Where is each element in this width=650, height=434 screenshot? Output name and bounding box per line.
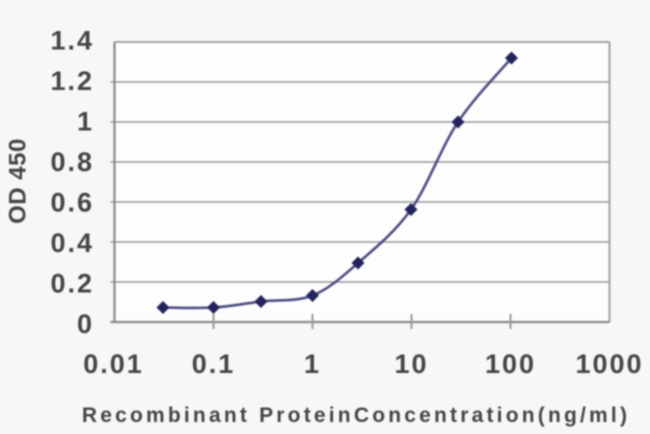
svg-text:0.8: 0.8	[50, 147, 94, 177]
svg-text:10: 10	[394, 349, 428, 379]
svg-text:1: 1	[304, 349, 321, 379]
svg-text:0.4: 0.4	[50, 228, 94, 258]
svg-text:1000: 1000	[575, 349, 643, 379]
svg-text:1.2: 1.2	[50, 66, 94, 96]
svg-text:0.6: 0.6	[50, 188, 94, 218]
svg-text:0.01: 0.01	[83, 349, 144, 379]
svg-text:1.4: 1.4	[50, 26, 94, 56]
svg-text:100: 100	[485, 349, 536, 379]
svg-text:OD 450: OD 450	[5, 138, 32, 224]
svg-text:1: 1	[77, 107, 94, 137]
svg-text:0.1: 0.1	[192, 349, 236, 379]
svg-text:0.2: 0.2	[50, 269, 94, 299]
svg-text:Recombinant ProteinConcentrati: Recombinant ProteinConcentration(ng/ml)	[82, 404, 630, 427]
svg-text:0: 0	[77, 309, 94, 339]
